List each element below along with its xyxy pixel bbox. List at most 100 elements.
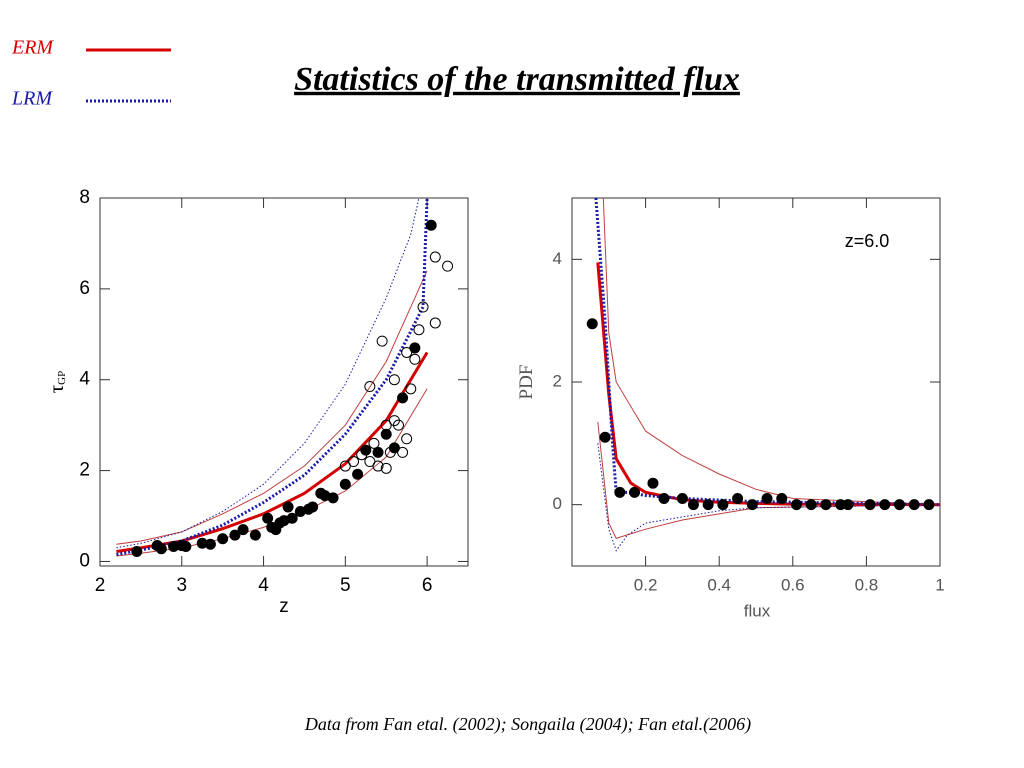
open-point — [417, 301, 429, 313]
y-tick-label: 2 — [553, 371, 562, 390]
open-point — [413, 324, 425, 336]
y-tick-label: 0 — [79, 550, 90, 571]
open-point — [401, 346, 413, 358]
data-point — [647, 477, 659, 489]
data-point — [790, 499, 802, 511]
data-point — [629, 486, 641, 498]
model-line — [597, 443, 940, 552]
data-point — [687, 499, 699, 511]
data-point — [658, 493, 670, 505]
footnote: Data from Fan etal. (2002); Songaila (20… — [304, 714, 751, 735]
x-tick-label: 2 — [95, 575, 106, 596]
open-point — [409, 353, 421, 365]
x-tick-label: 3 — [176, 575, 187, 596]
model-line — [116, 198, 420, 549]
x-tick-label: 5 — [340, 575, 351, 596]
open-point — [368, 437, 380, 449]
y-tick-label: 4 — [553, 249, 562, 268]
plot-area — [116, 198, 454, 557]
open-point — [401, 433, 413, 445]
x-tick-label: 0.2 — [634, 575, 658, 594]
data-point — [307, 501, 319, 513]
data-point — [776, 493, 788, 505]
open-point — [397, 446, 409, 458]
y-tick-label: 2 — [79, 460, 90, 481]
data-point — [286, 512, 298, 524]
y-tick-label: 4 — [79, 369, 90, 390]
legend-label: ERM — [11, 37, 54, 59]
x-tick-label: 1 — [935, 575, 944, 594]
legend: ERM LRM — [11, 37, 171, 110]
data-point — [380, 428, 392, 440]
data-point — [923, 499, 935, 511]
data-point — [409, 342, 421, 354]
data-point — [237, 524, 249, 536]
x-tick-label: 0.6 — [781, 575, 805, 594]
data-point — [282, 501, 294, 513]
plot-frame — [571, 197, 941, 567]
chart: 0 2 4 0.2 0.4 0.6 0.8 1 flux PDF z=6.0 — [516, 197, 945, 620]
x-tick-label: 6 — [422, 575, 433, 596]
plot-frame — [99, 197, 469, 567]
data-point — [217, 533, 229, 545]
data-point — [864, 499, 876, 511]
y-axis-label-main: PDF — [516, 365, 537, 400]
open-point — [392, 419, 404, 431]
data-point — [131, 545, 143, 557]
data-point — [204, 538, 216, 550]
data-point — [339, 478, 351, 490]
open-point — [405, 383, 417, 395]
data-point — [879, 499, 891, 511]
open-point — [364, 381, 376, 393]
model-line — [116, 388, 428, 557]
y-tick-label: 8 — [79, 187, 90, 208]
data-point — [229, 529, 241, 541]
open-point — [364, 456, 376, 468]
x-axis-label: flux — [744, 601, 771, 620]
data-point — [614, 486, 626, 498]
data-point — [908, 499, 920, 511]
y-tick-label: 6 — [79, 278, 90, 299]
x-axis-label: z — [279, 596, 289, 617]
x-tick-label: 0.8 — [855, 575, 879, 594]
slide-title: Statistics of the transmitted flux — [294, 61, 740, 98]
model-line — [116, 270, 428, 545]
data-point — [155, 543, 167, 555]
data-point — [599, 431, 611, 443]
open-point — [376, 335, 388, 347]
data-point — [746, 499, 758, 511]
y-axis-label-sub: GP — [56, 371, 68, 385]
x-tick-label: 4 — [258, 575, 269, 596]
data-point — [360, 444, 372, 456]
data-point — [702, 499, 714, 511]
data-point — [820, 499, 832, 511]
y-axis-label: τGP — [44, 371, 68, 394]
plot-area — [586, 198, 940, 552]
open-point — [429, 251, 441, 263]
open-point — [348, 456, 360, 468]
open-point — [388, 374, 400, 386]
open-point — [442, 260, 454, 272]
data-point — [249, 529, 261, 541]
model-line — [116, 198, 429, 557]
open-point — [380, 462, 392, 474]
data-point — [842, 499, 854, 511]
data-point — [388, 442, 400, 454]
open-point — [339, 460, 351, 472]
data-point — [425, 219, 437, 231]
x-tick-label: 0.4 — [707, 575, 731, 594]
model-line — [596, 262, 940, 507]
open-point — [372, 460, 384, 472]
data-point — [586, 318, 598, 330]
model-line — [602, 198, 940, 506]
y-axis-label: PDF — [516, 365, 537, 400]
annotation: z=6.0 — [845, 231, 890, 251]
data-point — [676, 493, 688, 505]
data-point — [327, 492, 339, 504]
data-point — [717, 499, 729, 511]
data-point — [761, 493, 773, 505]
data-point — [894, 499, 906, 511]
data-point — [180, 540, 192, 552]
